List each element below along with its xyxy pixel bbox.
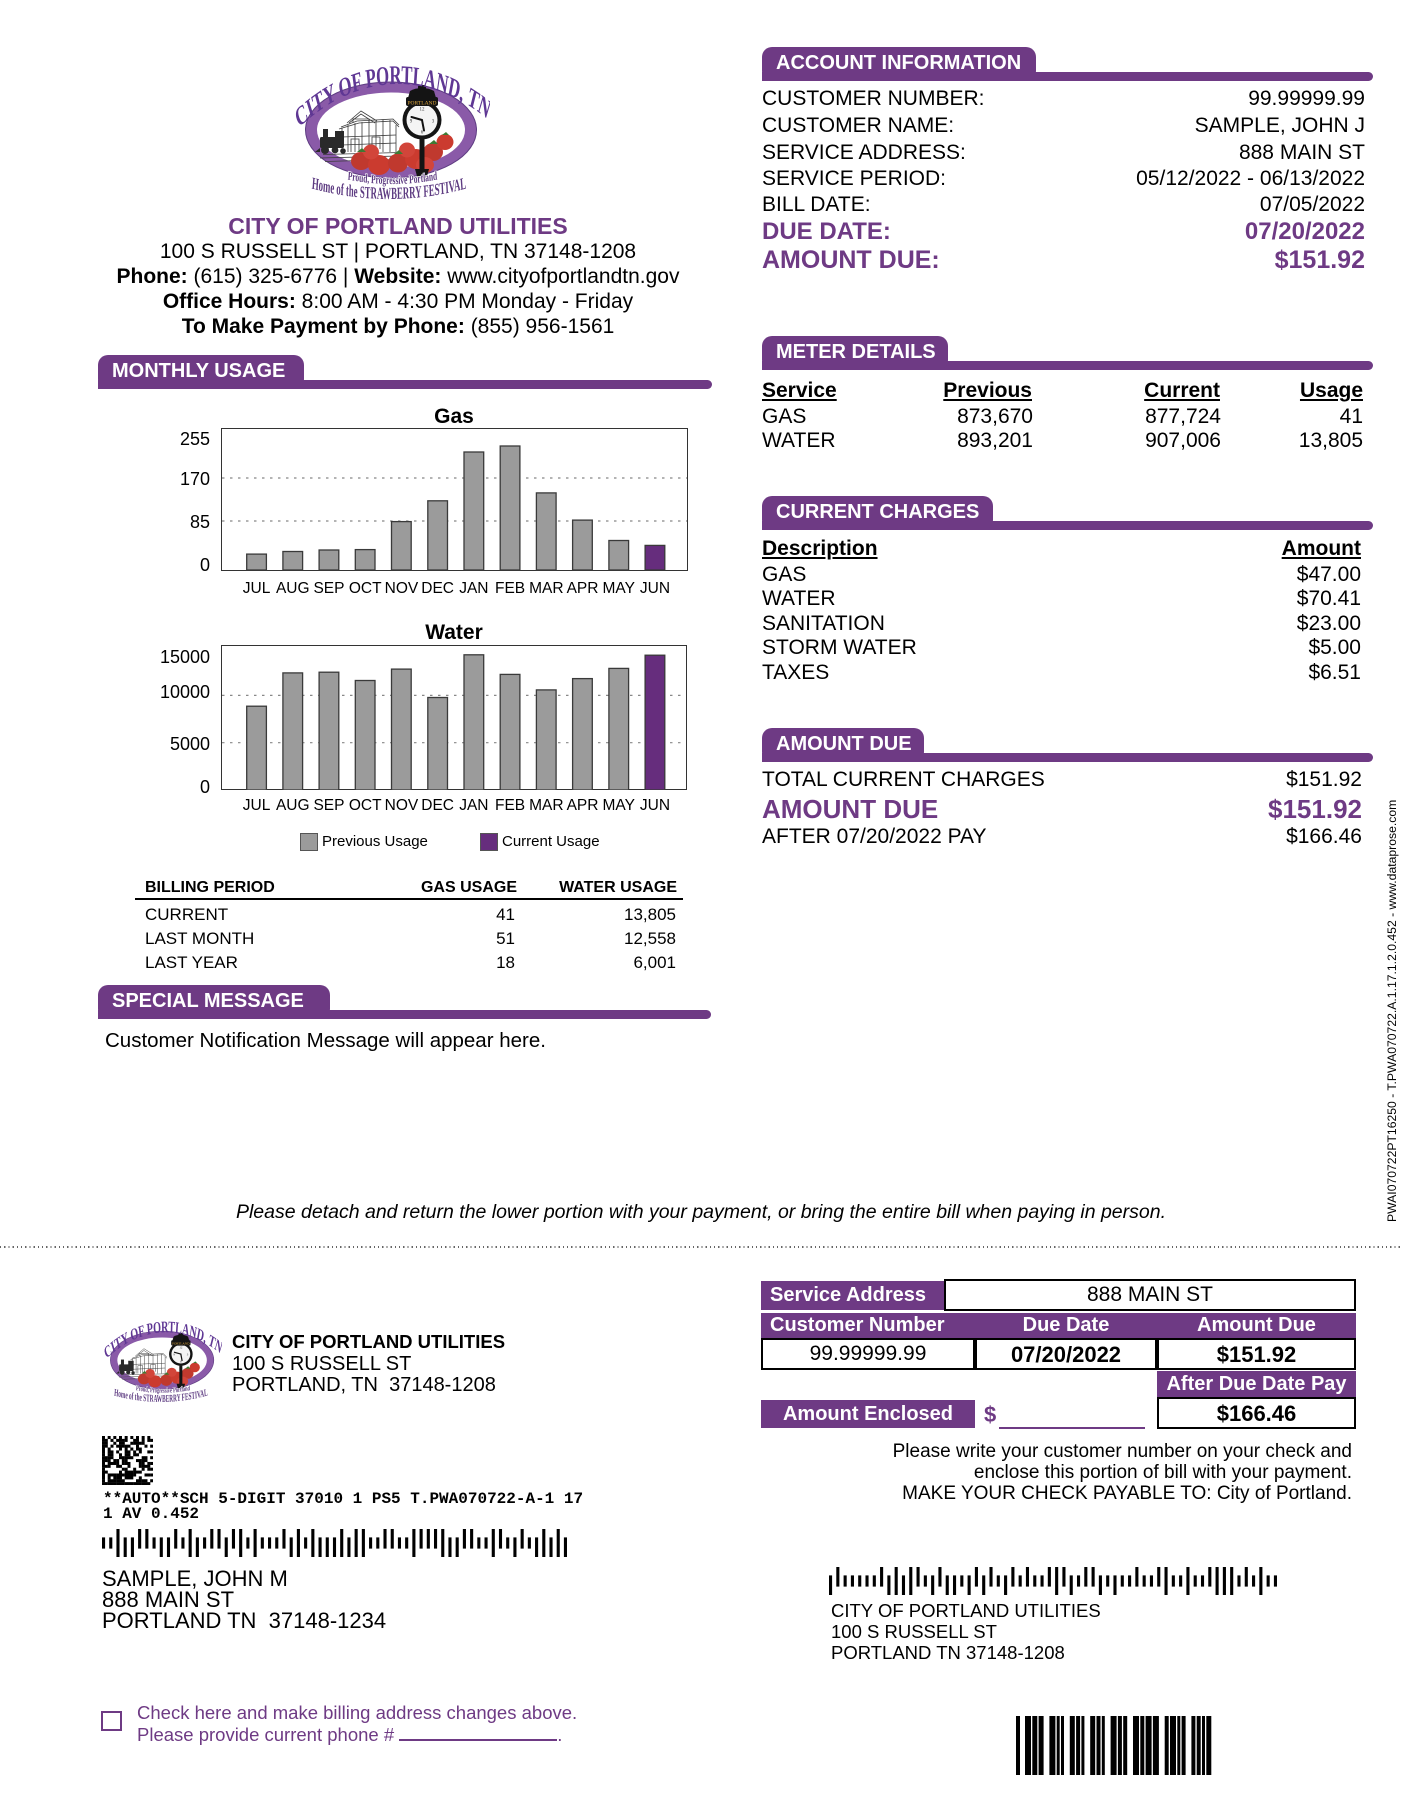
svg-text:12: 12 bbox=[420, 108, 426, 113]
svg-text:Proud, Progressive Portland: Proud, Progressive Portland bbox=[347, 170, 438, 188]
svg-text:9: 9 bbox=[410, 120, 413, 125]
svg-text:6: 6 bbox=[421, 131, 424, 136]
svg-text:PORTLAND: PORTLAND bbox=[407, 101, 436, 107]
svg-text:3: 3 bbox=[432, 120, 435, 125]
